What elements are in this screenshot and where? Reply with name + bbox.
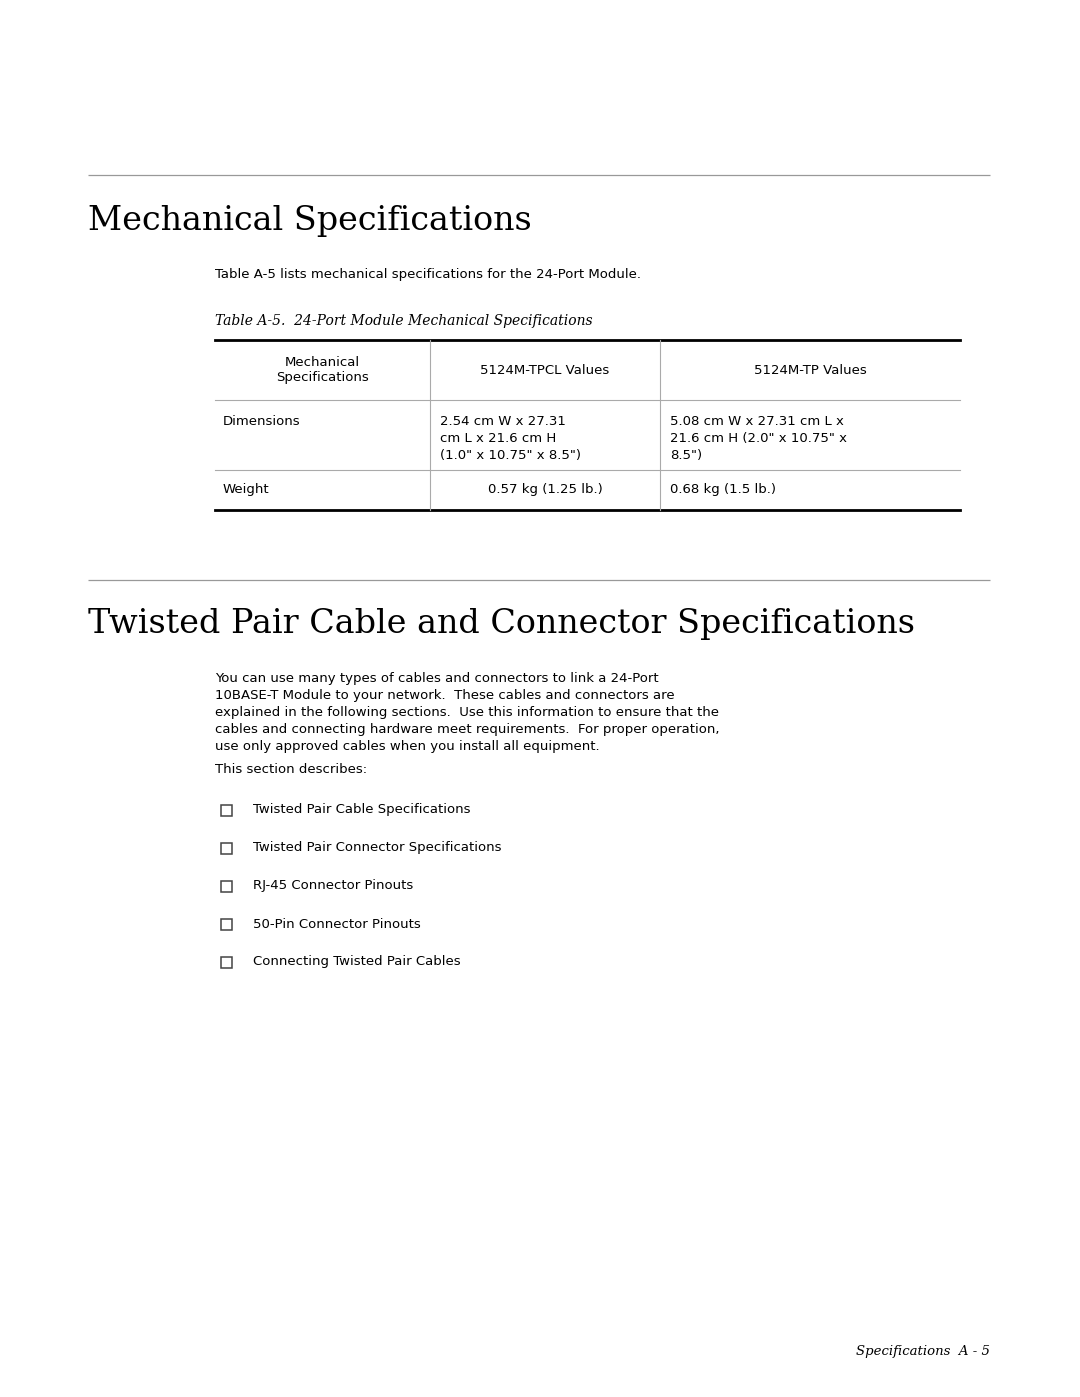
Text: 10BASE-T Module to your network.  These cables and connectors are: 10BASE-T Module to your network. These c… xyxy=(215,689,675,703)
Text: Specifications  A - 5: Specifications A - 5 xyxy=(856,1345,990,1358)
Text: This section describes:: This section describes: xyxy=(215,763,367,775)
Bar xyxy=(221,842,232,854)
Text: Mechanical
Specifications: Mechanical Specifications xyxy=(276,355,369,384)
Text: 0.57 kg (1.25 lb.): 0.57 kg (1.25 lb.) xyxy=(488,483,603,496)
Bar xyxy=(221,918,232,929)
Text: Mechanical Specifications: Mechanical Specifications xyxy=(87,205,531,237)
Text: explained in the following sections.  Use this information to ensure that the: explained in the following sections. Use… xyxy=(215,705,719,719)
Text: Dimensions: Dimensions xyxy=(222,415,300,427)
Text: 50-Pin Connector Pinouts: 50-Pin Connector Pinouts xyxy=(253,918,421,930)
Text: RJ-45 Connector Pinouts: RJ-45 Connector Pinouts xyxy=(253,880,414,893)
Bar xyxy=(221,805,232,816)
Text: Weight: Weight xyxy=(222,483,270,496)
Text: You can use many types of cables and connectors to link a 24-Port: You can use many types of cables and con… xyxy=(215,672,659,685)
Text: Twisted Pair Cable Specifications: Twisted Pair Cable Specifications xyxy=(253,803,471,816)
Text: Connecting Twisted Pair Cables: Connecting Twisted Pair Cables xyxy=(253,956,461,968)
Text: 2.54 cm W x 27.31
cm L x 21.6 cm H
(1.0" x 10.75" x 8.5"): 2.54 cm W x 27.31 cm L x 21.6 cm H (1.0"… xyxy=(440,415,581,462)
Text: Twisted Pair Cable and Connector Specifications: Twisted Pair Cable and Connector Specifi… xyxy=(87,608,915,640)
Text: 5124M-TPCL Values: 5124M-TPCL Values xyxy=(481,363,609,377)
Text: cables and connecting hardware meet requirements.  For proper operation,: cables and connecting hardware meet requ… xyxy=(215,724,719,736)
Bar xyxy=(221,957,232,968)
Text: Table A-5 lists mechanical specifications for the 24-Port Module.: Table A-5 lists mechanical specification… xyxy=(215,268,642,281)
Text: use only approved cables when you install all equipment.: use only approved cables when you instal… xyxy=(215,740,599,753)
Bar xyxy=(221,880,232,891)
Text: 5124M-TP Values: 5124M-TP Values xyxy=(754,363,866,377)
Text: Table A-5.  24-Port Module Mechanical Specifications: Table A-5. 24-Port Module Mechanical Spe… xyxy=(215,314,593,328)
Text: 0.68 kg (1.5 lb.): 0.68 kg (1.5 lb.) xyxy=(670,483,777,496)
Text: Twisted Pair Connector Specifications: Twisted Pair Connector Specifications xyxy=(253,841,501,855)
Text: 5.08 cm W x 27.31 cm L x
21.6 cm H (2.0" x 10.75" x
8.5"): 5.08 cm W x 27.31 cm L x 21.6 cm H (2.0"… xyxy=(670,415,847,462)
